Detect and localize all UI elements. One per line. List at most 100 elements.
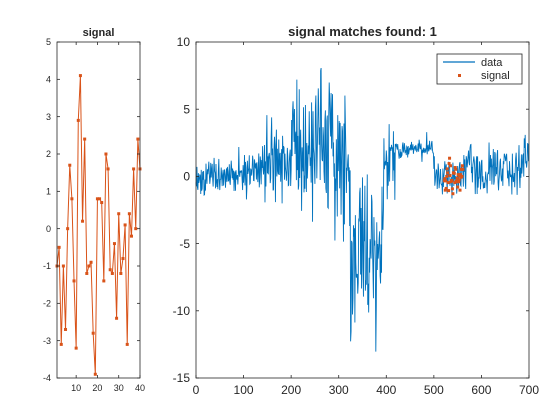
- signal-xtick-label: 30: [114, 383, 124, 393]
- signal-match-point: [460, 174, 464, 178]
- signal-match-point: [456, 185, 460, 189]
- signal-match-point: [455, 180, 459, 184]
- legend-signal-label: signal: [481, 70, 510, 82]
- signal-point: [106, 167, 110, 171]
- signal-point: [125, 342, 129, 346]
- signal-point: [117, 212, 121, 216]
- signal-point: [76, 118, 80, 122]
- signal-point: [68, 163, 72, 167]
- signal-match-point: [448, 156, 452, 160]
- signal-point: [85, 271, 89, 275]
- matches-xtick-label: 600: [471, 383, 491, 397]
- signal-ytick-label: 4: [46, 74, 51, 84]
- signal-plot-area: [57, 42, 140, 378]
- matches-axes-box: [195, 41, 530, 379]
- signal-match-point: [460, 164, 464, 168]
- signal-point: [121, 257, 125, 261]
- signal-match-point: [452, 171, 456, 175]
- signal-match-point: [451, 192, 455, 196]
- signal-ytick-label: -4: [43, 373, 51, 383]
- matches-ytick-label: -5: [179, 237, 190, 251]
- signal-ytick-label: -3: [43, 336, 51, 346]
- signal-axes-box: [56, 41, 141, 379]
- signal-point: [93, 372, 97, 376]
- signal-point: [83, 137, 87, 141]
- signal-point: [89, 260, 93, 264]
- signal-point: [91, 331, 95, 335]
- signal-point: [61, 264, 65, 268]
- signal-ytick-label: 2: [46, 149, 51, 159]
- legend-signal-marker: [458, 74, 461, 77]
- signal-match-point: [444, 186, 448, 190]
- signal-point: [132, 167, 136, 171]
- signal-point: [59, 342, 63, 346]
- signal-point: [98, 197, 102, 201]
- signal-xtick-label: 10: [71, 383, 81, 393]
- signal-match-point: [445, 174, 449, 178]
- signal-point: [110, 271, 114, 275]
- signal-point: [102, 279, 106, 283]
- legend-data-label: data: [481, 57, 503, 69]
- signal-point: [129, 234, 133, 238]
- signal-point: [112, 242, 116, 246]
- signal-match-point: [454, 167, 458, 171]
- signal-point: [70, 197, 74, 201]
- signal-xtick-label: 20: [92, 383, 102, 393]
- signal-point: [136, 137, 140, 141]
- signal-match-point: [449, 164, 453, 168]
- signal-match-point: [443, 177, 447, 181]
- legend: data signal: [436, 53, 523, 85]
- signal-match-point: [444, 179, 448, 183]
- matches-xtick-label: 100: [234, 383, 254, 397]
- signal-point: [66, 227, 70, 231]
- signal-point: [57, 245, 61, 249]
- signal-point: [123, 223, 127, 227]
- matches-ytick-label: 5: [183, 102, 190, 116]
- matches-plot-lines: [195, 67, 529, 352]
- signal-point: [81, 219, 85, 223]
- signal-point: [108, 268, 112, 272]
- signal-point: [64, 327, 68, 331]
- matches-title: signal matches found: 1: [288, 24, 437, 39]
- signal-ytick-label: 5: [46, 37, 51, 47]
- matches-axes: 0 100 200 300 400 500 600 700 -15 -10 -5 0 5 10 signa…: [173, 24, 540, 397]
- signal-title: signal: [83, 27, 115, 39]
- matches-xtick-label: 300: [329, 383, 349, 397]
- signal-match-point: [446, 181, 450, 185]
- signal-point: [78, 74, 82, 78]
- signal-match-point: [447, 189, 451, 193]
- signal-point: [100, 201, 104, 205]
- signal-point: [95, 197, 99, 201]
- signal-ytick-label: 3: [46, 112, 51, 122]
- signal-point: [104, 152, 108, 156]
- signal-point: [134, 227, 138, 231]
- matches-axis-ticks: 0 100 200 300 400 500 600 700 -15 -10 -5 0 5 10: [173, 35, 540, 397]
- signal-match-point: [453, 166, 457, 170]
- signal-axis-ticks: 10 20 30 40 -4 -3 -2 -1 0 1 2 3 4 5: [43, 37, 145, 393]
- matches-xtick-label: 500: [424, 383, 444, 397]
- signal-ytick-label: 1: [46, 186, 51, 196]
- legend-box: [436, 53, 523, 85]
- signal-match-point: [446, 171, 450, 175]
- signal-match-point: [458, 173, 462, 177]
- signal-ytick-label: 0: [46, 224, 51, 234]
- signal-ytick-label: -1: [43, 261, 51, 271]
- matches-ytick-label: -10: [173, 304, 191, 318]
- signal-match-point: [443, 188, 447, 192]
- signal-point: [115, 316, 119, 320]
- signal-match-point: [457, 180, 461, 184]
- matches-ytick-label: -15: [173, 371, 191, 385]
- data-line: [195, 67, 529, 352]
- matches-ytick-label: 0: [183, 170, 190, 184]
- signal-match-point: [450, 187, 454, 191]
- signal-point: [119, 271, 123, 275]
- signal-match-point: [447, 162, 451, 166]
- matches-xtick-label: 200: [281, 383, 301, 397]
- matches-xtick-label: 400: [376, 383, 396, 397]
- signal-point: [74, 346, 78, 350]
- signal-match-point: [445, 167, 449, 171]
- matches-xtick-label: 0: [193, 383, 200, 397]
- matches-ytick-label: 10: [177, 35, 191, 49]
- signal-plot-lines: [55, 74, 142, 376]
